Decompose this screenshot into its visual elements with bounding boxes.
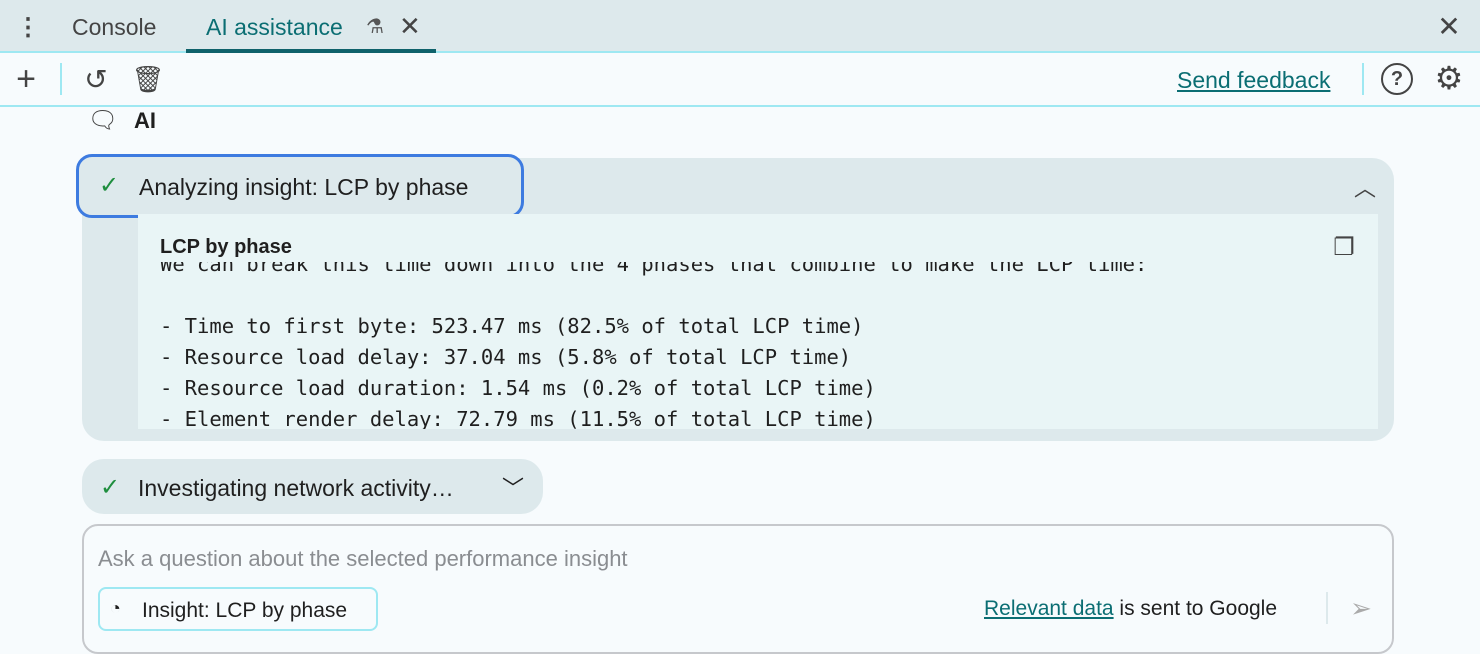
disclaimer-text: is sent to Google <box>1113 597 1278 620</box>
new-chat-icon[interactable]: + <box>16 59 36 98</box>
relevant-data-link[interactable]: Relevant data <box>984 597 1114 620</box>
gauge-icon: ◔ <box>110 598 121 618</box>
history-icon[interactable]: ↺ <box>84 63 108 95</box>
tab-label: AI assistance <box>206 14 343 40</box>
ai-label: AI <box>134 108 156 133</box>
check-icon: ✓ <box>100 474 121 501</box>
close-panel-icon[interactable]: ✕ <box>1437 10 1461 42</box>
chevron-up-icon[interactable]: ︿ <box>1353 176 1376 201</box>
tab-bar: ⋮ Console AI assistance ⚗ ✕ ✕ <box>0 0 1480 53</box>
step-title: Analyzing insight: LCP by phase <box>139 174 469 200</box>
context-chip-label: Insight: LCP by phase <box>142 599 348 622</box>
flask-icon: ⚗ <box>366 16 384 38</box>
chat-input[interactable]: Ask a question about the selected perfor… <box>98 546 628 571</box>
check-icon: ✓ <box>99 172 120 199</box>
tab-ai-assistance[interactable]: AI assistance ⚗ ✕ <box>186 0 436 53</box>
send-icon[interactable]: ➢ <box>1350 592 1372 623</box>
output-heading: LCP by phase <box>160 236 1310 262</box>
output-line: - Resource load delay: 37.04 ms (5.8% of… <box>160 345 852 369</box>
more-menu-icon[interactable]: ⋮ <box>16 13 40 41</box>
tab-console[interactable]: Console <box>72 14 157 40</box>
toolbar: + ↺ 🗑 Send feedback ? ⚙ <box>0 53 1480 107</box>
step-investigating-network[interactable]: ✓ Investigating network activity… ﹀ <box>82 459 543 514</box>
close-tab-icon[interactable]: ✕ <box>399 11 421 41</box>
chevron-down-icon: ﹀ <box>502 476 525 501</box>
ai-avatar-icon: 🗨 <box>87 106 119 134</box>
send-feedback-link[interactable]: Send feedback <box>1177 67 1331 93</box>
copy-icon[interactable]: ❐ <box>1333 233 1355 261</box>
divider <box>60 63 62 95</box>
context-chip[interactable]: ◔ Insight: LCP by phase <box>98 587 378 631</box>
step-title: Investigating network activity… <box>138 475 454 501</box>
divider <box>1362 63 1364 95</box>
settings-icon[interactable]: ⚙ <box>1434 60 1464 96</box>
chat-input-box: Ask a question about the selected perfor… <box>82 524 1394 654</box>
delete-icon[interactable]: 🗑 <box>131 63 165 94</box>
output-line: - Resource load duration: 1.54 ms (0.2% … <box>160 376 876 400</box>
output-line: - Time to first byte: 523.47 ms (82.5% o… <box>160 314 864 338</box>
help-icon[interactable]: ? <box>1381 63 1413 95</box>
data-disclaimer: Relevant data is sent to Google <box>984 597 1277 621</box>
output-line: - Element render delay: 72.79 ms (11.5% … <box>160 407 876 429</box>
divider <box>1326 592 1328 624</box>
step-header-button[interactable]: ✓ Analyzing insight: LCP by phase <box>76 154 524 218</box>
step-output: LCP by phase ❐ We can break this time do… <box>138 214 1378 429</box>
